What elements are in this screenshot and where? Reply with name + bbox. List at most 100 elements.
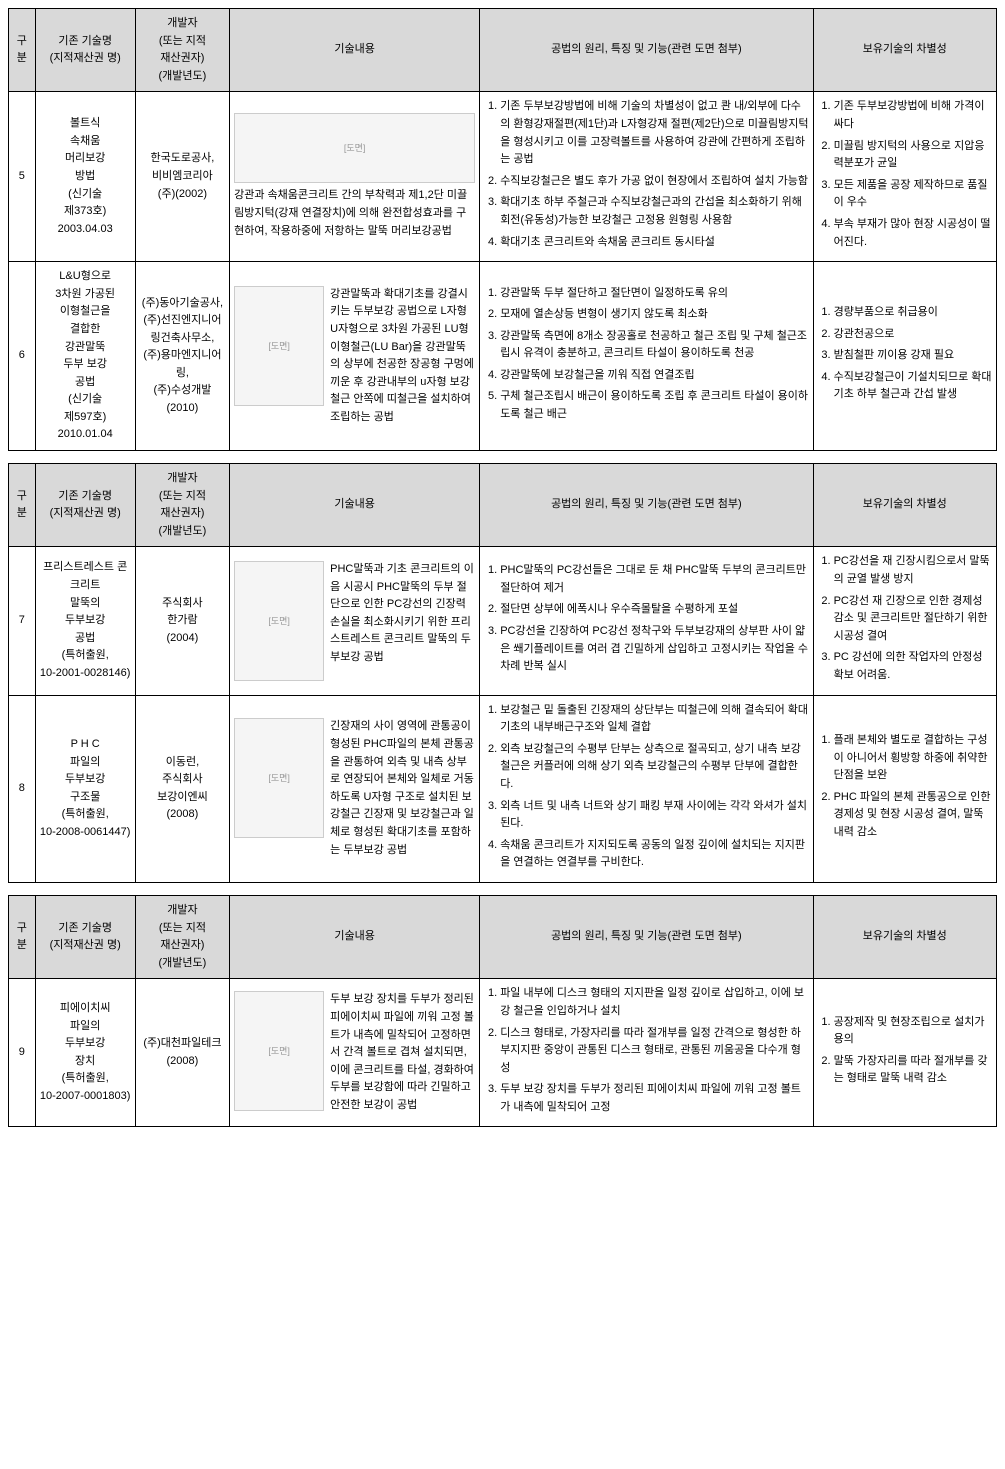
- principle-item: 확대기초 하부 주철근과 수직보강철근과의 간섭을 최소화하기 위해 회전(유동…: [500, 194, 808, 229]
- diff-item: PHC 파일의 본체 관통공으로 인한 경제성 및 현장 시공성 결여, 말뚝 …: [834, 789, 992, 842]
- tech-table-2: 구분 기존 기술명(지적재산권 명) 개발자(또는 지적재산권자)(개발년도) …: [8, 463, 997, 883]
- col-prin: 공법의 원리, 특징 및 기능(관련 도면 첨부): [480, 464, 813, 547]
- col-desc: 기술내용: [230, 464, 480, 547]
- col-desc: 기술내용: [230, 9, 480, 92]
- cell-dev: (주)대천파일테크(2008): [135, 979, 229, 1127]
- col-num: 구분: [9, 895, 36, 978]
- table-row: 9피에이치씨파일의두부보강장치(특허출원,10-2007-0001803)(주)…: [9, 979, 997, 1127]
- cell-desc: [도면]강관말뚝과 확대기초를 강결시키는 두부보강 공법으로 L자형 U자형으…: [230, 262, 480, 451]
- cell-name: 프리스트레스트 콘크리트말뚝의두부보강공법(특허출원,10-2001-00281…: [35, 547, 135, 695]
- header-row: 구분 기존 기술명(지적재산권 명) 개발자(또는 지적재산권자)(개발년도) …: [9, 464, 997, 547]
- cell-desc: [도면]긴장재의 사이 영역에 관통공이 형성된 PHC파일의 본체 관통공을 …: [230, 695, 480, 882]
- tbody-1: 5볼트식속채움머리보강방법(신기술제373호)2003.04.03한국도로공사,…: [9, 92, 997, 451]
- principle-item: 파일 내부에 디스크 형태의 지지판을 일정 깊이로 삽입하고, 이에 보강 철…: [500, 985, 808, 1020]
- cell-diff: PC강선을 재 긴장시킴으로서 말뚝의 균열 발생 방지 PC강선 재 긴장으로 …: [813, 547, 996, 695]
- cell-principles: PHC말뚝의 PC강선들은 그대로 둔 채 PHC말뚝 두부의 콘크리트만 절단…: [480, 547, 813, 695]
- diff-item: 부속 부재가 많아 현장 시공성이 떨어진다.: [834, 216, 992, 251]
- diff-item: 공장제작 및 현장조립으로 설치가 용의: [834, 1014, 992, 1049]
- cell-diff: 기존 두부보강방법에 비해 가격이 싸다미끌림 방지턱의 사용으로 지압응력분포…: [813, 92, 996, 262]
- diff-item: 플래 본체와 별도로 결합하는 구성이 아니어서 횡방항 하중에 취약한 단점을…: [834, 732, 992, 785]
- principle-item: PHC말뚝의 PC강선들은 그대로 둔 채 PHC말뚝 두부의 콘크리트만 절단…: [500, 562, 808, 597]
- diff-item: 미끌림 방지턱의 사용으로 지압응력분포가 균일: [834, 138, 992, 173]
- cell-name: 볼트식속채움머리보강방법(신기술제373호)2003.04.03: [35, 92, 135, 262]
- principle-item: 확대기초 콘크리트와 속채움 콘크리트 동시타설: [500, 234, 808, 252]
- diff-item: 말뚝 가장자리를 따라 절개부를 갖는 형태로 말뚝 내력 감소: [834, 1053, 992, 1088]
- diagram-icon: [도면]: [234, 561, 324, 681]
- diff-item: 모든 제품을 공장 제작하므로 품질이 우수: [834, 177, 992, 212]
- col-num: 구분: [9, 9, 36, 92]
- col-dev: 개발자(또는 지적재산권자)(개발년도): [135, 464, 229, 547]
- col-prin: 공법의 원리, 특징 및 기능(관련 도면 첨부): [480, 895, 813, 978]
- principle-item: 강관말뚝 두부 절단하고 절단면이 일정하도록 유의: [500, 285, 808, 303]
- cell-dev: 한국도로공사,비비엠코리아(주)(2002): [135, 92, 229, 262]
- col-prin: 공법의 원리, 특징 및 기능(관련 도면 첨부): [480, 9, 813, 92]
- tbody-3: 9피에이치씨파일의두부보강장치(특허출원,10-2007-0001803)(주)…: [9, 979, 997, 1127]
- principle-item: PC강선을 긴장하여 PC강선 정착구와 두부보강재의 상부판 사이 얇은 쐐기…: [500, 623, 808, 676]
- tbody-2: 7프리스트레스트 콘크리트말뚝의두부보강공법(특허출원,10-2001-0028…: [9, 547, 997, 883]
- cell-num: 6: [9, 262, 36, 451]
- col-diff: 보유기술의 차별성: [813, 9, 996, 92]
- principle-item: 절단면 상부에 에폭시나 우수즉몰탈을 수평하게 포설: [500, 601, 808, 619]
- cell-num: 9: [9, 979, 36, 1127]
- diff-item: PC강선을 재 긴장시킴으로서 말뚝의 균열 발생 방지: [834, 553, 992, 588]
- diff-item: PC강선 재 긴장으로 인한 경제성 감소 및 콘크리트만 절단하기 위한 시공…: [834, 593, 992, 646]
- cell-desc: [도면]PHC말뚝과 기초 콘크리트의 이음 시공시 PHC말뚝의 두부 절단으…: [230, 547, 480, 695]
- cell-name: 피에이치씨파일의두부보강장치(특허출원,10-2007-0001803): [35, 979, 135, 1127]
- tech-table-3: 구분 기존 기술명(지적재산권 명) 개발자(또는 지적재산권자)(개발년도) …: [8, 895, 997, 1128]
- cell-diff: 플래 본체와 별도로 결합하는 구성이 아니어서 횡방항 하중에 취약한 단점을…: [813, 695, 996, 882]
- col-desc: 기술내용: [230, 895, 480, 978]
- principle-item: 보강철근 밑 돌출된 긴장재의 상단부는 띠철근에 의해 결속되어 확대기초의 …: [500, 702, 808, 737]
- cell-principles: 강관말뚝 두부 절단하고 절단면이 일정하도록 유의모재에 열손상등 변형이 생…: [480, 262, 813, 451]
- principle-item: 기존 두부보강방법에 비해 기술의 차별성이 없고 콴 내/외부에 다수의 환형…: [500, 98, 808, 168]
- cell-dev: 이동런,주식회사보강이엔씨(2008): [135, 695, 229, 882]
- principle-item: 외측 보강철근의 수평부 단부는 상측으로 절곡되고, 상기 내측 보강철근은 …: [500, 741, 808, 794]
- principle-item: 두부 보강 장치를 두부가 정리된 피에이치씨 파일에 끼워 고정 볼트가 내측…: [500, 1081, 808, 1116]
- principle-item: 모재에 열손상등 변형이 생기지 않도록 최소화: [500, 306, 808, 324]
- cell-num: 8: [9, 695, 36, 882]
- cell-diff: 공장제작 및 현장조립으로 설치가 용의말뚝 가장자리를 따라 절개부를 갖는 …: [813, 979, 996, 1127]
- header-row: 구분 기존 기술명(지적재산권 명) 개발자(또는 지적재산권자)(개발년도) …: [9, 9, 997, 92]
- cell-name: L&U형으로3차원 가공된이형철근을결합한강관말뚝두부 보강공법(신기술제597…: [35, 262, 135, 451]
- desc-text: 강관과 속채움콘크리트 간의 부착력과 제1,2단 미끌림방지턱(강재 연결장치…: [234, 187, 475, 240]
- diagram-icon: [도면]: [234, 718, 324, 838]
- principle-item: 강관말뚝에 보강철근을 끼워 직접 연결조립: [500, 367, 808, 385]
- desc-text: PHC말뚝과 기초 콘크리트의 이음 시공시 PHC말뚝의 두부 절단으로 인한…: [330, 561, 475, 667]
- principle-item: 구체 철근조립시 배근이 용이하도록 조립 후 콘크리트 타설이 용이하도록 철…: [500, 388, 808, 423]
- diff-item: PC 강선에 의한 작업자의 안정성 확보 어려움.: [834, 649, 992, 684]
- tech-table-1: 구분 기존 기술명(지적재산권 명) 개발자(또는 지적재산권자)(개발년도) …: [8, 8, 997, 451]
- principle-item: 디스크 형태로, 가장자리를 따라 절개부를 일정 간격으로 형성한 하부지지판…: [500, 1025, 808, 1078]
- cell-dev: 주식회사한가람(2004): [135, 547, 229, 695]
- diagram-icon: [도면]: [234, 286, 324, 406]
- desc-text: 긴장재의 사이 영역에 관통공이 형성된 PHC파일의 본체 관통공을 관통하여…: [330, 718, 475, 859]
- col-diff: 보유기술의 차별성: [813, 464, 996, 547]
- col-name: 기존 기술명(지적재산권 명): [35, 9, 135, 92]
- diff-item: 수직보강철근이 기설치되므로 확대기초 하부 철근과 간섭 발생: [834, 369, 992, 404]
- cell-principles: 보강철근 밑 돌출된 긴장재의 상단부는 띠철근에 의해 결속되어 확대기초의 …: [480, 695, 813, 882]
- principle-item: 외측 너트 및 내측 너트와 상기 패킹 부재 사이에는 각각 와셔가 설치된다…: [500, 798, 808, 833]
- principle-item: 속채움 콘크리트가 지지되도록 공동의 일정 깊이에 설치되는 지지판을 연결하…: [500, 837, 808, 872]
- cell-principles: 기존 두부보강방법에 비해 기술의 차별성이 없고 콴 내/외부에 다수의 환형…: [480, 92, 813, 262]
- diagram-icon: [도면]: [234, 991, 324, 1111]
- desc-text: 두부 보강 장치를 두부가 정리된 피에이치씨 파일에 끼워 고정 볼트가 내측…: [330, 991, 475, 1114]
- col-num: 구분: [9, 464, 36, 547]
- cell-diff: 경량부품으로 취급용이강관천공으로받침철판 끼이용 강재 필요수직보강철근이 기…: [813, 262, 996, 451]
- cell-desc: [도면]강관과 속채움콘크리트 간의 부착력과 제1,2단 미끌림방지턱(강재 …: [230, 92, 480, 262]
- table-row: 8P H C파일의두부보강구조물(특허출원,10-2008-0061447)이동…: [9, 695, 997, 882]
- col-dev: 개발자(또는 지적재산권자)(개발년도): [135, 9, 229, 92]
- cell-desc: [도면]두부 보강 장치를 두부가 정리된 피에이치씨 파일에 끼워 고정 볼트…: [230, 979, 480, 1127]
- diff-item: 경량부품으로 취급용이: [834, 304, 992, 322]
- table-row: 5볼트식속채움머리보강방법(신기술제373호)2003.04.03한국도로공사,…: [9, 92, 997, 262]
- diff-item: 받침철판 끼이용 강재 필요: [834, 347, 992, 365]
- col-name: 기존 기술명(지적재산권 명): [35, 464, 135, 547]
- col-dev: 개발자(또는 지적재산권자)(개발년도): [135, 895, 229, 978]
- table-row: 6L&U형으로3차원 가공된이형철근을결합한강관말뚝두부 보강공법(신기술제59…: [9, 262, 997, 451]
- principle-item: 강관말뚝 측면에 8개소 장공홀로 천공하고 철근 조립 및 구체 철근조립시 …: [500, 328, 808, 363]
- col-name: 기존 기술명(지적재산권 명): [35, 895, 135, 978]
- table-row: 7프리스트레스트 콘크리트말뚝의두부보강공법(특허출원,10-2001-0028…: [9, 547, 997, 695]
- diff-item: 기존 두부보강방법에 비해 가격이 싸다: [834, 98, 992, 133]
- desc-text: 강관말뚝과 확대기초를 강결시키는 두부보강 공법으로 L자형 U자형으로 3차…: [330, 286, 475, 427]
- cell-num: 7: [9, 547, 36, 695]
- header-row: 구분 기존 기술명(지적재산권 명) 개발자(또는 지적재산권자)(개발년도) …: [9, 895, 997, 978]
- principle-item: 수직보강철근은 별도 후가 가공 없이 현장에서 조립하여 설치 가능함: [500, 173, 808, 191]
- cell-dev: (주)동아기술공사,(주)선진엔지니어링건축사무소,(주)용마엔지니어링,(주)…: [135, 262, 229, 451]
